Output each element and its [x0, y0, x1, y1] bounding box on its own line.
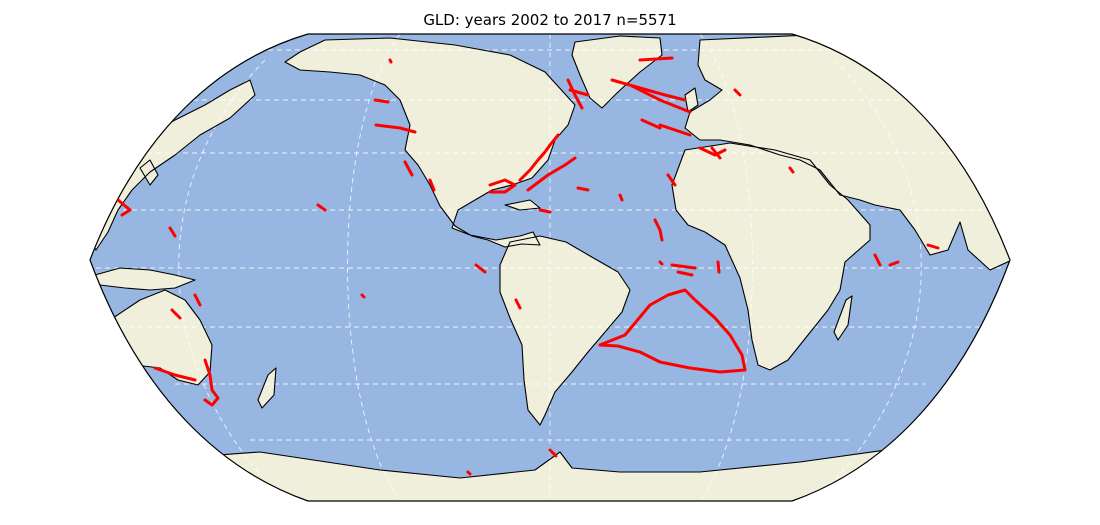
- land-greenland: [572, 36, 662, 108]
- land-north-america: [285, 38, 575, 247]
- land-new-zealand: [258, 368, 276, 408]
- land-east-asia-left: [90, 80, 255, 250]
- map-title: GLD: years 2002 to 2017 n=5571: [423, 11, 677, 29]
- coastlines: [90, 34, 1010, 479]
- land-indonesia: [95, 268, 195, 290]
- globe-outline: [89, 33, 1011, 502]
- land-africa: [672, 143, 870, 370]
- land-antarctica: [90, 440, 1010, 501]
- land-south-america: [500, 236, 630, 425]
- graticule: [95, 33, 1004, 502]
- land-madagascar: [834, 296, 852, 340]
